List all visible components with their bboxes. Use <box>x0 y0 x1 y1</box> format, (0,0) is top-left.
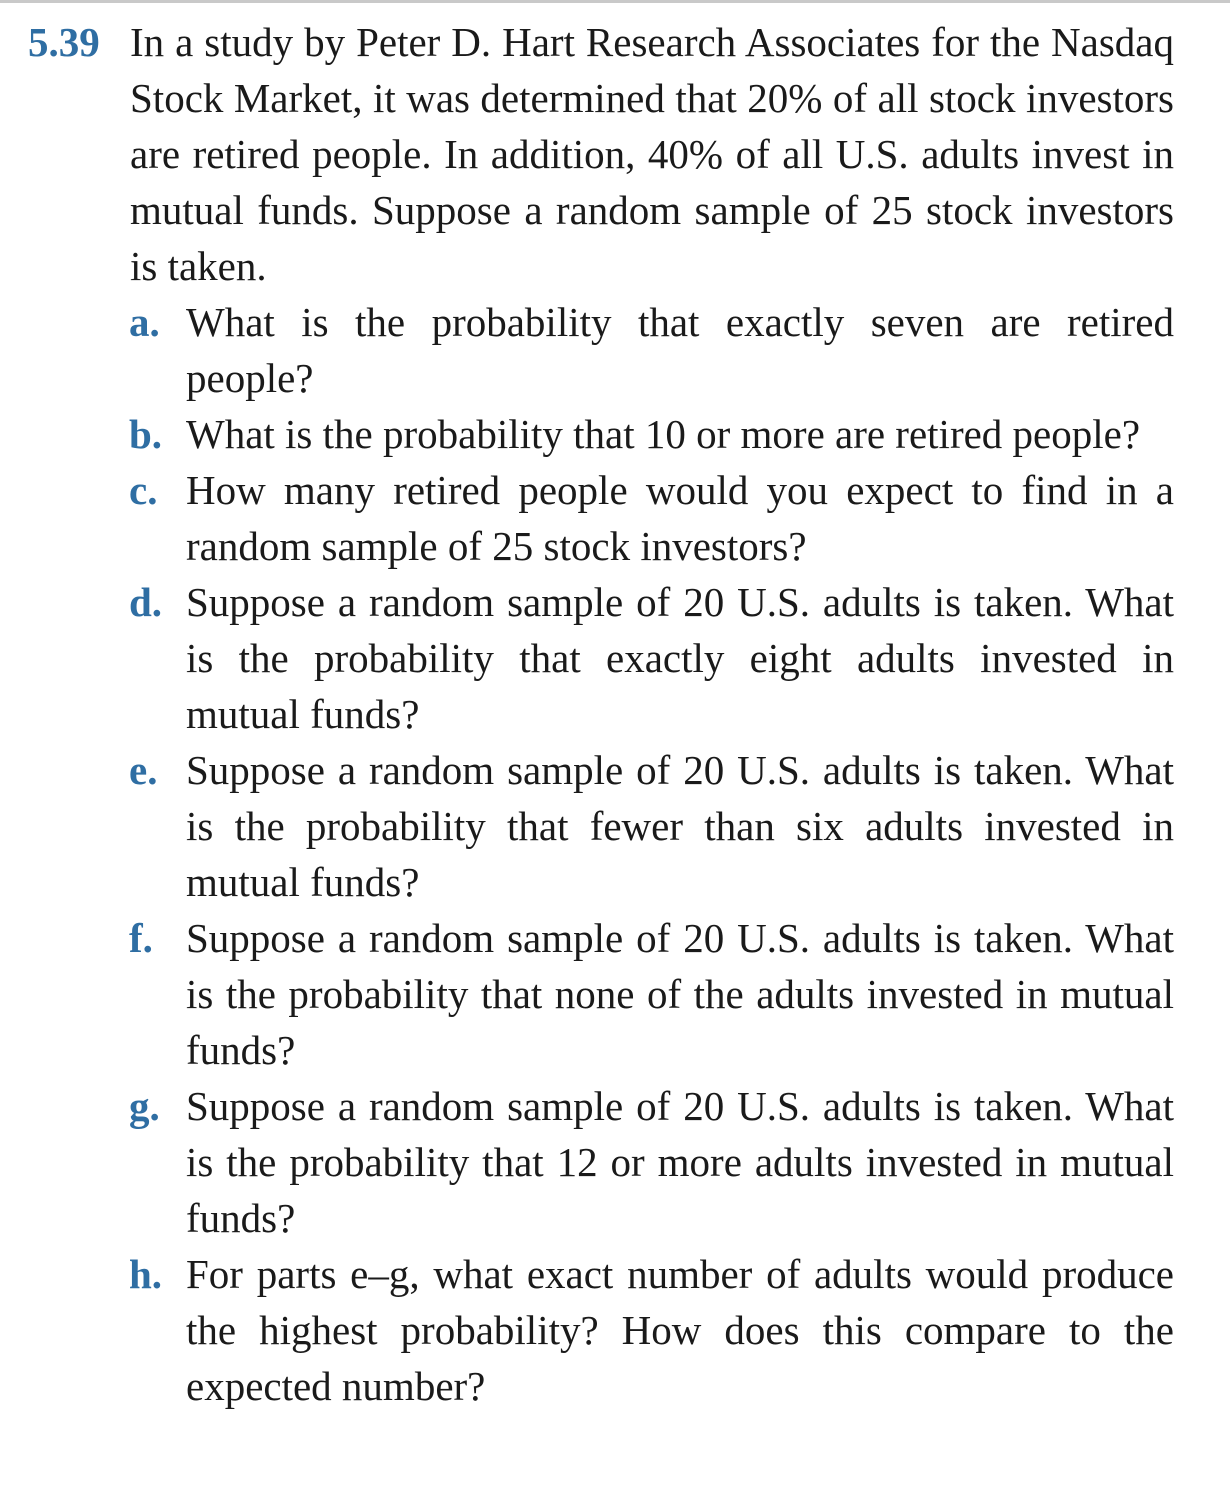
part-f-letter: f. <box>129 915 153 961</box>
problem-parts: a. What is the probability that exactly … <box>0 294 1230 1414</box>
part-b-letter: b. <box>129 411 163 457</box>
part-f-text: Suppose a random sample of 20 U.S. adult… <box>186 915 1174 1073</box>
part-h: h. For parts e–g, what exact number of a… <box>0 1246 1230 1414</box>
part-d-letter: d. <box>129 579 163 625</box>
part-c: c. How many retired people would you exp… <box>0 462 1230 574</box>
part-d: d. Suppose a random sample of 20 U.S. ad… <box>0 574 1230 742</box>
part-g: g. Suppose a random sample of 20 U.S. ad… <box>0 1078 1230 1246</box>
exercise-5-39: 5.39 In a study by Peter D. Hart Researc… <box>0 14 1230 1414</box>
part-h-letter: h. <box>129 1251 163 1297</box>
problem-number: 5.39 <box>28 19 100 65</box>
part-g-text: Suppose a random sample of 20 U.S. adult… <box>186 1083 1174 1241</box>
part-d-text: Suppose a random sample of 20 U.S. adult… <box>186 579 1174 737</box>
part-c-text: How many retired people would you expect… <box>186 467 1174 569</box>
part-e: e. Suppose a random sample of 20 U.S. ad… <box>0 742 1230 910</box>
part-a: a. What is the probability that exactly … <box>0 294 1230 406</box>
part-b: b. What is the probability that 10 or mo… <box>0 406 1230 462</box>
part-b-text: What is the probability that 10 or more … <box>186 411 1141 457</box>
problem-stem: In a study by Peter D. Hart Research Ass… <box>130 19 1174 289</box>
part-c-letter: c. <box>129 467 158 513</box>
part-h-text: For parts e–g, what exact number of adul… <box>186 1251 1174 1409</box>
part-f: f. Suppose a random sample of 20 U.S. ad… <box>0 910 1230 1078</box>
top-rule <box>0 0 1230 3</box>
part-e-text: Suppose a random sample of 20 U.S. adult… <box>186 747 1174 905</box>
part-a-letter: a. <box>129 299 160 345</box>
part-e-letter: e. <box>129 747 158 793</box>
part-a-text: What is the probability that exactly sev… <box>186 299 1174 401</box>
problem-stem-row: 5.39 In a study by Peter D. Hart Researc… <box>0 14 1230 294</box>
part-g-letter: g. <box>129 1083 160 1129</box>
